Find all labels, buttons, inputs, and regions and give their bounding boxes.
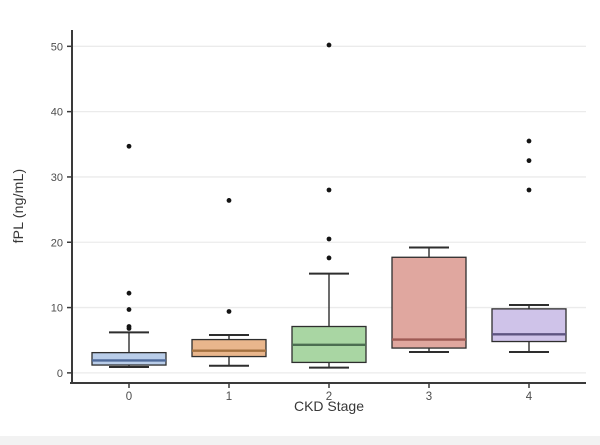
y-tick-label-50: 50 bbox=[51, 41, 63, 53]
page-edge-shadow bbox=[0, 436, 600, 445]
box-stage-0 bbox=[91, 143, 167, 368]
iqr-box bbox=[391, 256, 467, 349]
outlier-point bbox=[126, 324, 132, 329]
y-axis-title: fPL (ng/mL) bbox=[10, 168, 26, 244]
x-tick-label-4: 4 bbox=[526, 391, 533, 403]
box-stage-2 bbox=[291, 42, 367, 369]
outlier-point bbox=[526, 138, 532, 144]
x-tick-label-0: 0 bbox=[126, 391, 132, 403]
x-tick-label-1: 1 bbox=[226, 391, 232, 403]
outlier-point bbox=[126, 290, 132, 296]
iqr-box bbox=[91, 351, 167, 366]
x-tick-label-2: 2 bbox=[326, 391, 332, 403]
outlier-point bbox=[126, 307, 132, 312]
iqr-box bbox=[191, 338, 267, 358]
outlier-point bbox=[226, 198, 232, 203]
box-stage-1 bbox=[191, 198, 267, 367]
outlier-point bbox=[326, 236, 332, 242]
x-axis-title: CKD Stage bbox=[293, 398, 365, 414]
iqr-box bbox=[491, 308, 567, 343]
y-tick-label-0: 0 bbox=[57, 368, 63, 380]
box-stage-4 bbox=[491, 138, 567, 353]
outlier-point bbox=[326, 255, 332, 261]
outlier-point bbox=[526, 187, 532, 193]
outlier-point bbox=[326, 187, 332, 193]
y-tick-label-40: 40 bbox=[51, 107, 63, 119]
y-tick-label-30: 30 bbox=[51, 172, 63, 184]
outlier-point bbox=[526, 158, 532, 164]
box-stage-3 bbox=[391, 246, 467, 353]
x-tick-label-3: 3 bbox=[426, 391, 432, 403]
y-tick-label-10: 10 bbox=[51, 303, 63, 315]
y-tick-label-20: 20 bbox=[51, 237, 63, 249]
outlier-point bbox=[226, 309, 232, 314]
outlier-point bbox=[326, 42, 332, 48]
outlier-point bbox=[126, 143, 132, 149]
